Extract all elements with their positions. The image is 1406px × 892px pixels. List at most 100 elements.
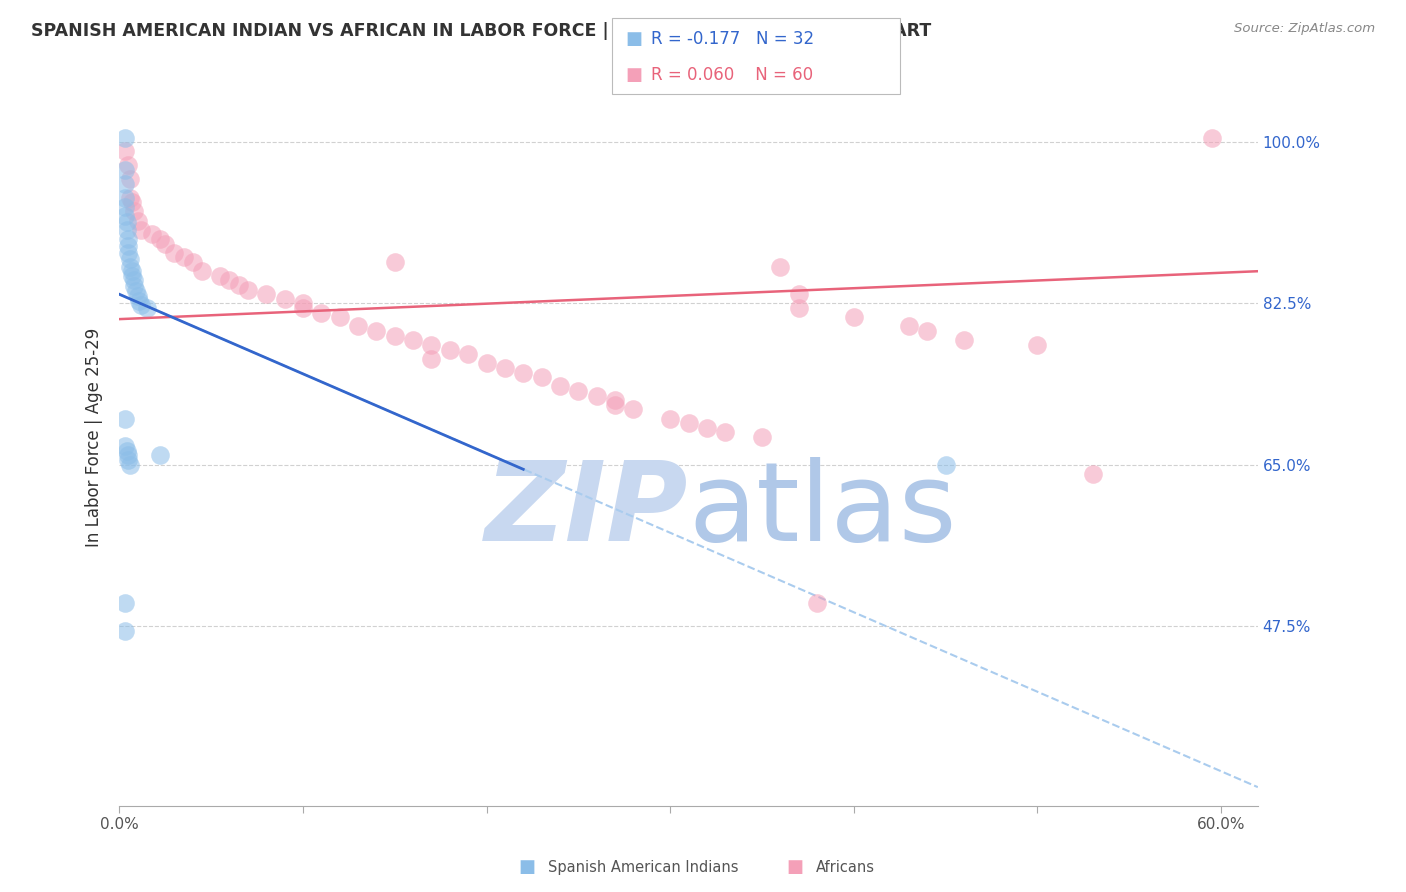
Text: ■: ■ (786, 858, 803, 876)
Text: ■: ■ (626, 30, 643, 48)
Point (897, 319, 920, 334)
Point (115, 223, 138, 237)
Point (191, 264, 214, 278)
Point (114, 439, 136, 453)
Point (114, 411, 136, 425)
Point (127, 213, 149, 227)
Point (347, 319, 370, 334)
Point (917, 324, 939, 338)
Text: R = 0.060    N = 60: R = 0.060 N = 60 (651, 66, 813, 84)
Point (114, 596, 136, 610)
Point (128, 293, 150, 308)
Point (603, 393, 626, 408)
Point (696, 421, 718, 435)
Point (117, 449, 139, 463)
Point (131, 223, 153, 237)
Point (120, 172, 142, 186)
Point (842, 310, 865, 325)
Point (125, 285, 148, 299)
Text: Africans: Africans (815, 860, 875, 874)
Point (122, 204, 145, 219)
Point (121, 195, 143, 210)
Point (402, 334, 425, 348)
Point (935, 458, 957, 472)
Point (291, 296, 314, 310)
Point (236, 283, 259, 297)
Point (384, 255, 406, 269)
Point (181, 255, 204, 269)
Text: ■: ■ (626, 66, 643, 84)
Point (1081, 467, 1104, 481)
Point (114, 209, 136, 223)
Point (475, 356, 498, 370)
Point (678, 416, 700, 430)
Text: Source: ZipAtlas.com: Source: ZipAtlas.com (1234, 22, 1375, 36)
Point (1201, 130, 1223, 145)
Y-axis label: In Labor Force | Age 25-29: In Labor Force | Age 25-29 (86, 327, 103, 547)
Point (173, 251, 195, 265)
Text: ZIP: ZIP (485, 458, 689, 565)
Point (384, 328, 406, 343)
Point (115, 215, 138, 229)
Point (623, 402, 645, 417)
Point (218, 273, 240, 287)
Point (120, 252, 142, 267)
Point (254, 287, 277, 301)
Point (114, 145, 136, 159)
Point (153, 236, 176, 251)
Point (530, 370, 553, 384)
Point (117, 239, 139, 253)
Point (273, 292, 295, 306)
Point (135, 301, 157, 315)
Text: ■: ■ (519, 858, 536, 876)
Point (291, 301, 314, 315)
Point (457, 347, 479, 361)
Point (603, 398, 626, 412)
Point (120, 190, 142, 204)
Point (329, 310, 352, 325)
Point (122, 279, 145, 293)
Point (114, 200, 136, 214)
Point (512, 366, 534, 380)
Point (806, 596, 828, 610)
Point (366, 324, 388, 338)
Point (787, 301, 810, 315)
Point (659, 411, 682, 425)
Point (114, 162, 136, 177)
Point (494, 361, 516, 376)
Point (114, 624, 136, 638)
Point (127, 289, 149, 303)
Point (120, 458, 142, 472)
Point (439, 343, 461, 357)
Point (149, 449, 172, 463)
Point (122, 273, 145, 287)
Text: SPANISH AMERICAN INDIAN VS AFRICAN IN LABOR FORCE | AGE 25-29 CORRELATION CHART: SPANISH AMERICAN INDIAN VS AFRICAN IN LA… (31, 22, 931, 40)
Point (420, 351, 443, 366)
Point (567, 384, 589, 398)
Point (141, 227, 163, 242)
Point (209, 268, 232, 283)
Point (548, 379, 571, 393)
Point (120, 260, 142, 274)
Point (131, 298, 153, 312)
Text: R = -0.177   N = 32: R = -0.177 N = 32 (651, 30, 814, 48)
Point (114, 130, 136, 145)
Text: Spanish American Indians: Spanish American Indians (548, 860, 738, 874)
Point (117, 232, 139, 246)
Point (115, 443, 138, 458)
Point (117, 158, 139, 172)
Point (1026, 338, 1049, 352)
Point (114, 177, 136, 191)
Point (420, 338, 443, 352)
Point (714, 425, 737, 440)
Point (117, 453, 139, 467)
Point (163, 245, 186, 260)
Point (149, 232, 172, 246)
Point (121, 264, 143, 278)
Point (311, 306, 333, 320)
Point (751, 430, 773, 444)
Point (114, 190, 136, 204)
Point (585, 388, 607, 402)
Text: atlas: atlas (689, 458, 957, 565)
Point (117, 245, 139, 260)
